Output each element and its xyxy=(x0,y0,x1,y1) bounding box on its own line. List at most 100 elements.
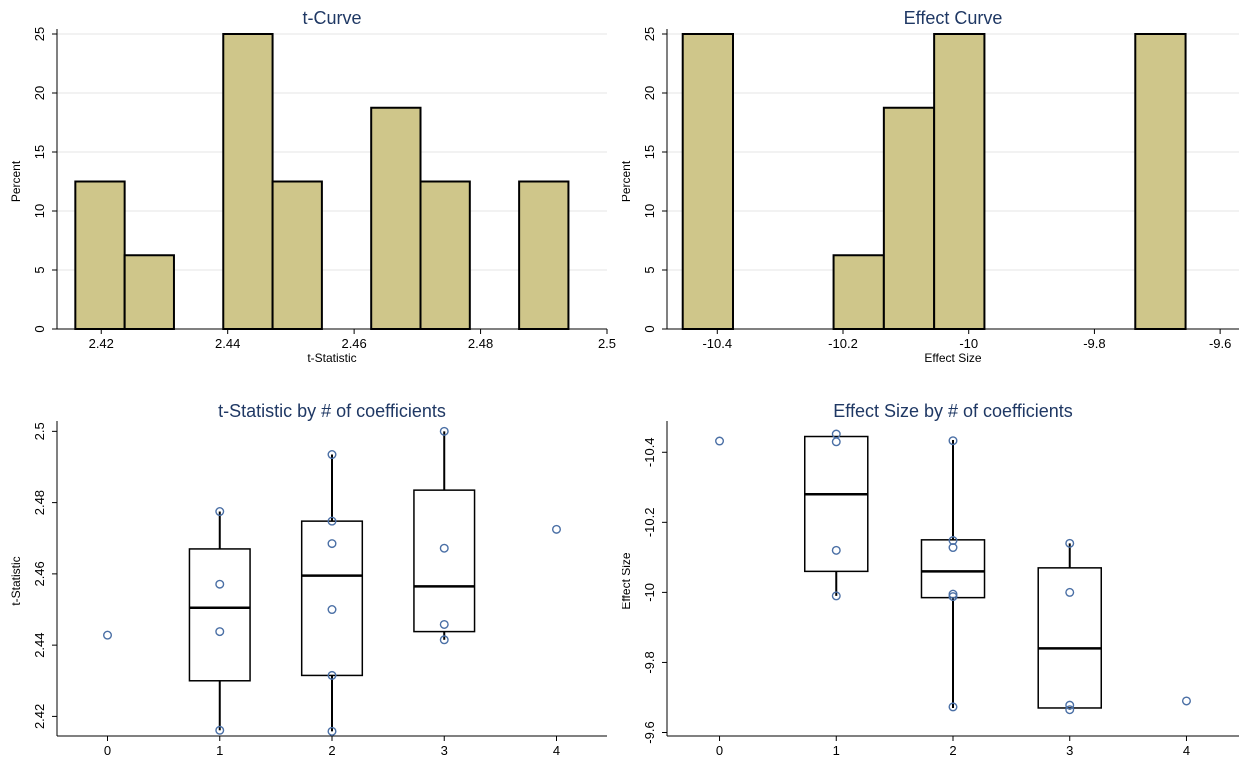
x-tick-label: 3 xyxy=(1066,743,1073,758)
y-tick-label: 2.42 xyxy=(32,704,47,729)
data-point xyxy=(215,507,225,517)
x-axis-label: t-Statistic xyxy=(307,351,356,365)
data-point xyxy=(1065,700,1075,710)
y-tick-label: -10 xyxy=(642,583,657,602)
x-tick-label: 2.5 xyxy=(598,336,616,351)
x-tick-label: 0 xyxy=(716,743,723,758)
x-tick-label: 1 xyxy=(833,743,840,758)
y-tick-label: -9.6 xyxy=(642,721,657,743)
x-tick-label: 2.46 xyxy=(341,336,366,351)
x-tick-label: 2.48 xyxy=(468,336,493,351)
data-point xyxy=(327,516,337,526)
y-tick-label: 15 xyxy=(642,145,657,159)
x-tick-label: 2.42 xyxy=(89,336,114,351)
x-tick-label: -10.2 xyxy=(828,336,858,351)
data-point xyxy=(948,589,958,599)
y-tick-label: 20 xyxy=(32,86,47,100)
data-point xyxy=(948,702,958,712)
histogram-bar xyxy=(222,33,274,330)
chart-title: Effect Curve xyxy=(904,8,1003,28)
y-tick-label: 10 xyxy=(32,204,47,218)
x-tick-label: 4 xyxy=(553,743,560,758)
y-tick-label: 25 xyxy=(642,27,657,41)
histogram-bar xyxy=(933,33,986,330)
histogram-bar xyxy=(419,180,471,330)
data-point xyxy=(215,725,225,735)
histogram-bar xyxy=(370,106,422,330)
x-tick-label: 1 xyxy=(216,743,223,758)
y-tick-label: -10.4 xyxy=(642,437,657,467)
y-tick-label: 2.46 xyxy=(32,561,47,586)
x-tick-label: 2 xyxy=(949,743,956,758)
data-point xyxy=(1181,696,1191,706)
y-tick-label: 5 xyxy=(642,266,657,273)
y-axis-label: Percent xyxy=(622,160,633,202)
data-point xyxy=(948,436,958,446)
x-tick-label: -9.8 xyxy=(1083,336,1105,351)
data-point xyxy=(327,539,337,549)
y-tick-label: 10 xyxy=(642,204,657,218)
x-tick-label: 4 xyxy=(1183,743,1190,758)
data-point xyxy=(831,429,841,439)
x-tick-label: 2.44 xyxy=(215,336,240,351)
x-axis-label: Effect Size xyxy=(924,351,981,365)
data-point xyxy=(439,619,449,629)
histogram-bar xyxy=(681,33,734,330)
y-axis-label: Percent xyxy=(9,160,23,202)
y-tick-label: 25 xyxy=(32,27,47,41)
data-point xyxy=(948,592,958,602)
chart-effect-curve: Effect Curve -10.4 -10.2 -10 -9.8 -9.6 0 5 10 15 2… xyxy=(622,8,1239,365)
y-tick-label: 2.48 xyxy=(32,490,47,515)
chart-t-statistic-box: t-Statistic by # of coefficients 0 1 2 3 4 2.4… xyxy=(9,401,607,758)
data-point xyxy=(831,545,841,555)
histogram-bar xyxy=(832,254,885,330)
y-tick-label: 2.5 xyxy=(32,422,47,440)
data-point xyxy=(215,579,225,589)
data-point xyxy=(715,436,725,446)
data-point xyxy=(103,630,113,640)
chart-t-curve: t-Curve 2.42 2.44 2.46 2.48 2.5 0 5 10 15 20 25 t-St… xyxy=(9,8,616,365)
data-point xyxy=(1065,705,1075,715)
box-iqr xyxy=(1037,567,1103,709)
x-tick-label: -9.6 xyxy=(1209,336,1231,351)
box-iqr xyxy=(803,435,869,573)
data-point xyxy=(831,591,841,601)
box-iqr xyxy=(920,539,986,599)
y-tick-label: 20 xyxy=(642,86,657,100)
chart-title: t-Statistic by # of coefficients xyxy=(218,401,446,421)
data-point xyxy=(327,726,337,736)
x-tick-label: 3 xyxy=(441,743,448,758)
y-axis-label: Effect Size xyxy=(622,552,633,609)
x-tick-label: 0 xyxy=(104,743,111,758)
data-point xyxy=(327,605,337,615)
y-tick-label: 0 xyxy=(32,325,47,332)
histogram-bar xyxy=(882,106,936,330)
data-point xyxy=(1065,587,1075,597)
y-tick-label: 0 xyxy=(642,325,657,332)
y-tick-label: 5 xyxy=(32,266,47,273)
data-point xyxy=(1065,538,1075,548)
x-tick-label: -10.4 xyxy=(702,336,732,351)
histogram-bar xyxy=(518,180,570,330)
data-point xyxy=(327,670,337,680)
x-tick-label: -10 xyxy=(959,336,978,351)
data-point xyxy=(439,543,449,553)
chart-title: t-Curve xyxy=(302,8,361,28)
data-point xyxy=(439,426,449,436)
data-point xyxy=(551,524,561,534)
x-tick-label: 2 xyxy=(328,743,335,758)
chart-title: Effect Size by # of coefficients xyxy=(833,401,1072,421)
data-point xyxy=(215,627,225,637)
box-iqr xyxy=(413,489,476,633)
box-iqr xyxy=(188,548,251,682)
box-iqr xyxy=(300,520,364,677)
y-tick-label: 15 xyxy=(32,145,47,159)
data-point xyxy=(948,536,958,546)
y-axis-label: t-Statistic xyxy=(9,556,23,605)
y-tick-label: -9.8 xyxy=(642,651,657,673)
histogram-bar xyxy=(271,180,323,330)
y-tick-label: -10.2 xyxy=(642,508,657,538)
chart-effect-size-box: Effect Size by # of coefficients 0 1 2 3 4 -9.… xyxy=(622,401,1239,758)
data-point xyxy=(327,450,337,460)
histogram-bar xyxy=(74,180,126,330)
